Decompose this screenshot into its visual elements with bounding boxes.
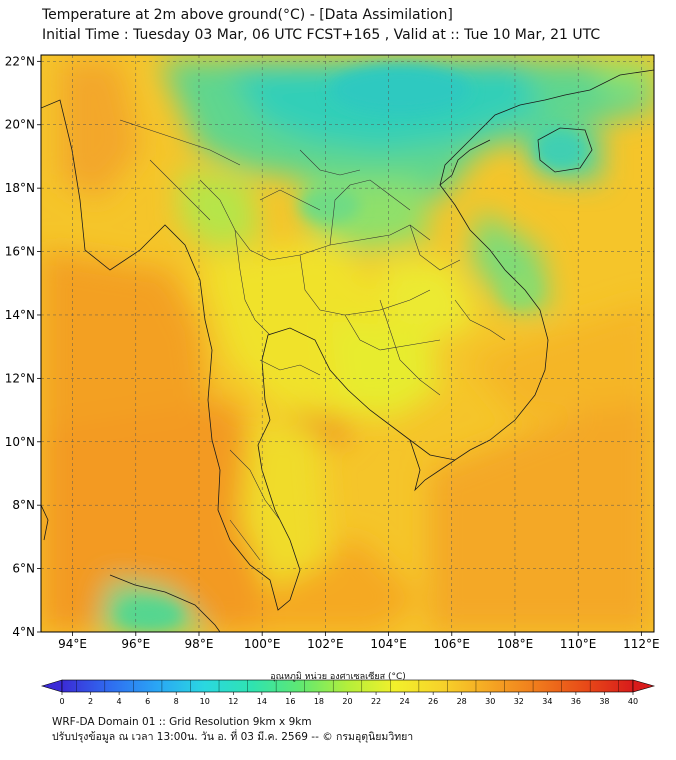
colorbar-tick-label: 32 <box>514 697 524 706</box>
lat-tick-label: 8°N <box>12 498 35 512</box>
colorbar-tick-label: 24 <box>400 697 410 706</box>
latitude-axis: 22°N 20°N 18°N 16°N 14°N 12°N 10°N 8°N 6°N 4°N <box>5 54 41 639</box>
colorbar-tick-label: 38 <box>599 697 609 706</box>
colorbar-tick-label: 18 <box>314 697 324 706</box>
lon-tick-label: 94°E <box>58 637 87 651</box>
credit-line: ปรับปรุงข้อมูล ณ เวลา 13:00น. วัน อ. ที่… <box>52 731 414 743</box>
colorbar-label: อุณหภูมิ หน่วย องศาเซลเซียส (°C) <box>270 672 406 682</box>
province-borders <box>119 119 506 561</box>
lon-tick-label: 98°E <box>185 637 214 651</box>
longitude-axis: 94°E 96°E 98°E 100°E 102°E 104°E 106°E 108°E 110… <box>58 632 660 651</box>
lat-tick-label: 10°N <box>5 435 35 449</box>
colorbar-tick-label: 10 <box>200 697 210 706</box>
map-frame <box>40 54 655 633</box>
lat-tick-label: 22°N <box>5 54 35 68</box>
lat-tick-label: 16°N <box>5 245 35 259</box>
lat-tick-label: 18°N <box>5 181 35 195</box>
lat-tick-label: 6°N <box>12 562 35 576</box>
colorbar-tick-label: 0 <box>59 697 64 706</box>
colorbar-tick-label: 36 <box>571 697 581 706</box>
lat-tick-label: 14°N <box>5 308 35 322</box>
lat-tick-label: 4°N <box>12 625 35 639</box>
colorbar-tick-label: 22 <box>371 697 381 706</box>
lon-tick-label: 96°E <box>121 637 150 651</box>
colorbar: 0 2 4 6 8 10 12 14 16 18 20 22 24 26 28 30 32 34 36 38 40 <box>40 679 656 706</box>
colorbar-tick-label: 2 <box>88 697 93 706</box>
lon-tick-label: 112°E <box>623 637 660 651</box>
lon-tick-label: 110°E <box>560 637 597 651</box>
temperature-field <box>41 55 654 632</box>
lon-tick-label: 102°E <box>307 637 344 651</box>
colorbar-tick-label: 8 <box>174 697 179 706</box>
grid <box>41 55 654 632</box>
map-subtitle: Initial Time : Tuesday 03 Mar, 06 UTC FC… <box>42 27 601 43</box>
lon-tick-label: 106°E <box>434 637 471 651</box>
colorbar-tick-label: 16 <box>285 697 295 706</box>
colorbar-tick-label: 20 <box>342 697 352 706</box>
colorbar-tick-label: 30 <box>485 697 495 706</box>
colorbar-tick-label: 40 <box>628 697 638 706</box>
lat-tick-label: 20°N <box>5 118 35 132</box>
lon-tick-label: 104°E <box>370 637 407 651</box>
map-title: Temperature at 2m above ground(°C) - [Da… <box>42 7 453 23</box>
lon-tick-label: 100°E <box>244 637 281 651</box>
colorbar-tick-label: 6 <box>145 697 150 706</box>
colorbar-max-arrow <box>632 679 656 693</box>
colorbar-tick-label: 4 <box>117 697 122 706</box>
lat-tick-label: 12°N <box>5 371 35 385</box>
model-info: WRF-DA Domain 01 :: Grid Resolution 9km … <box>52 716 312 728</box>
lon-tick-label: 108°E <box>497 637 534 651</box>
colorbar-tick-label: 14 <box>257 697 267 706</box>
coastlines <box>41 69 654 632</box>
colorbar-tick-label: 34 <box>542 697 552 706</box>
colorbar-tick-label: 26 <box>428 697 438 706</box>
colorbar-tick-label: 12 <box>228 697 238 706</box>
colorbar-tick-label: 28 <box>457 697 467 706</box>
